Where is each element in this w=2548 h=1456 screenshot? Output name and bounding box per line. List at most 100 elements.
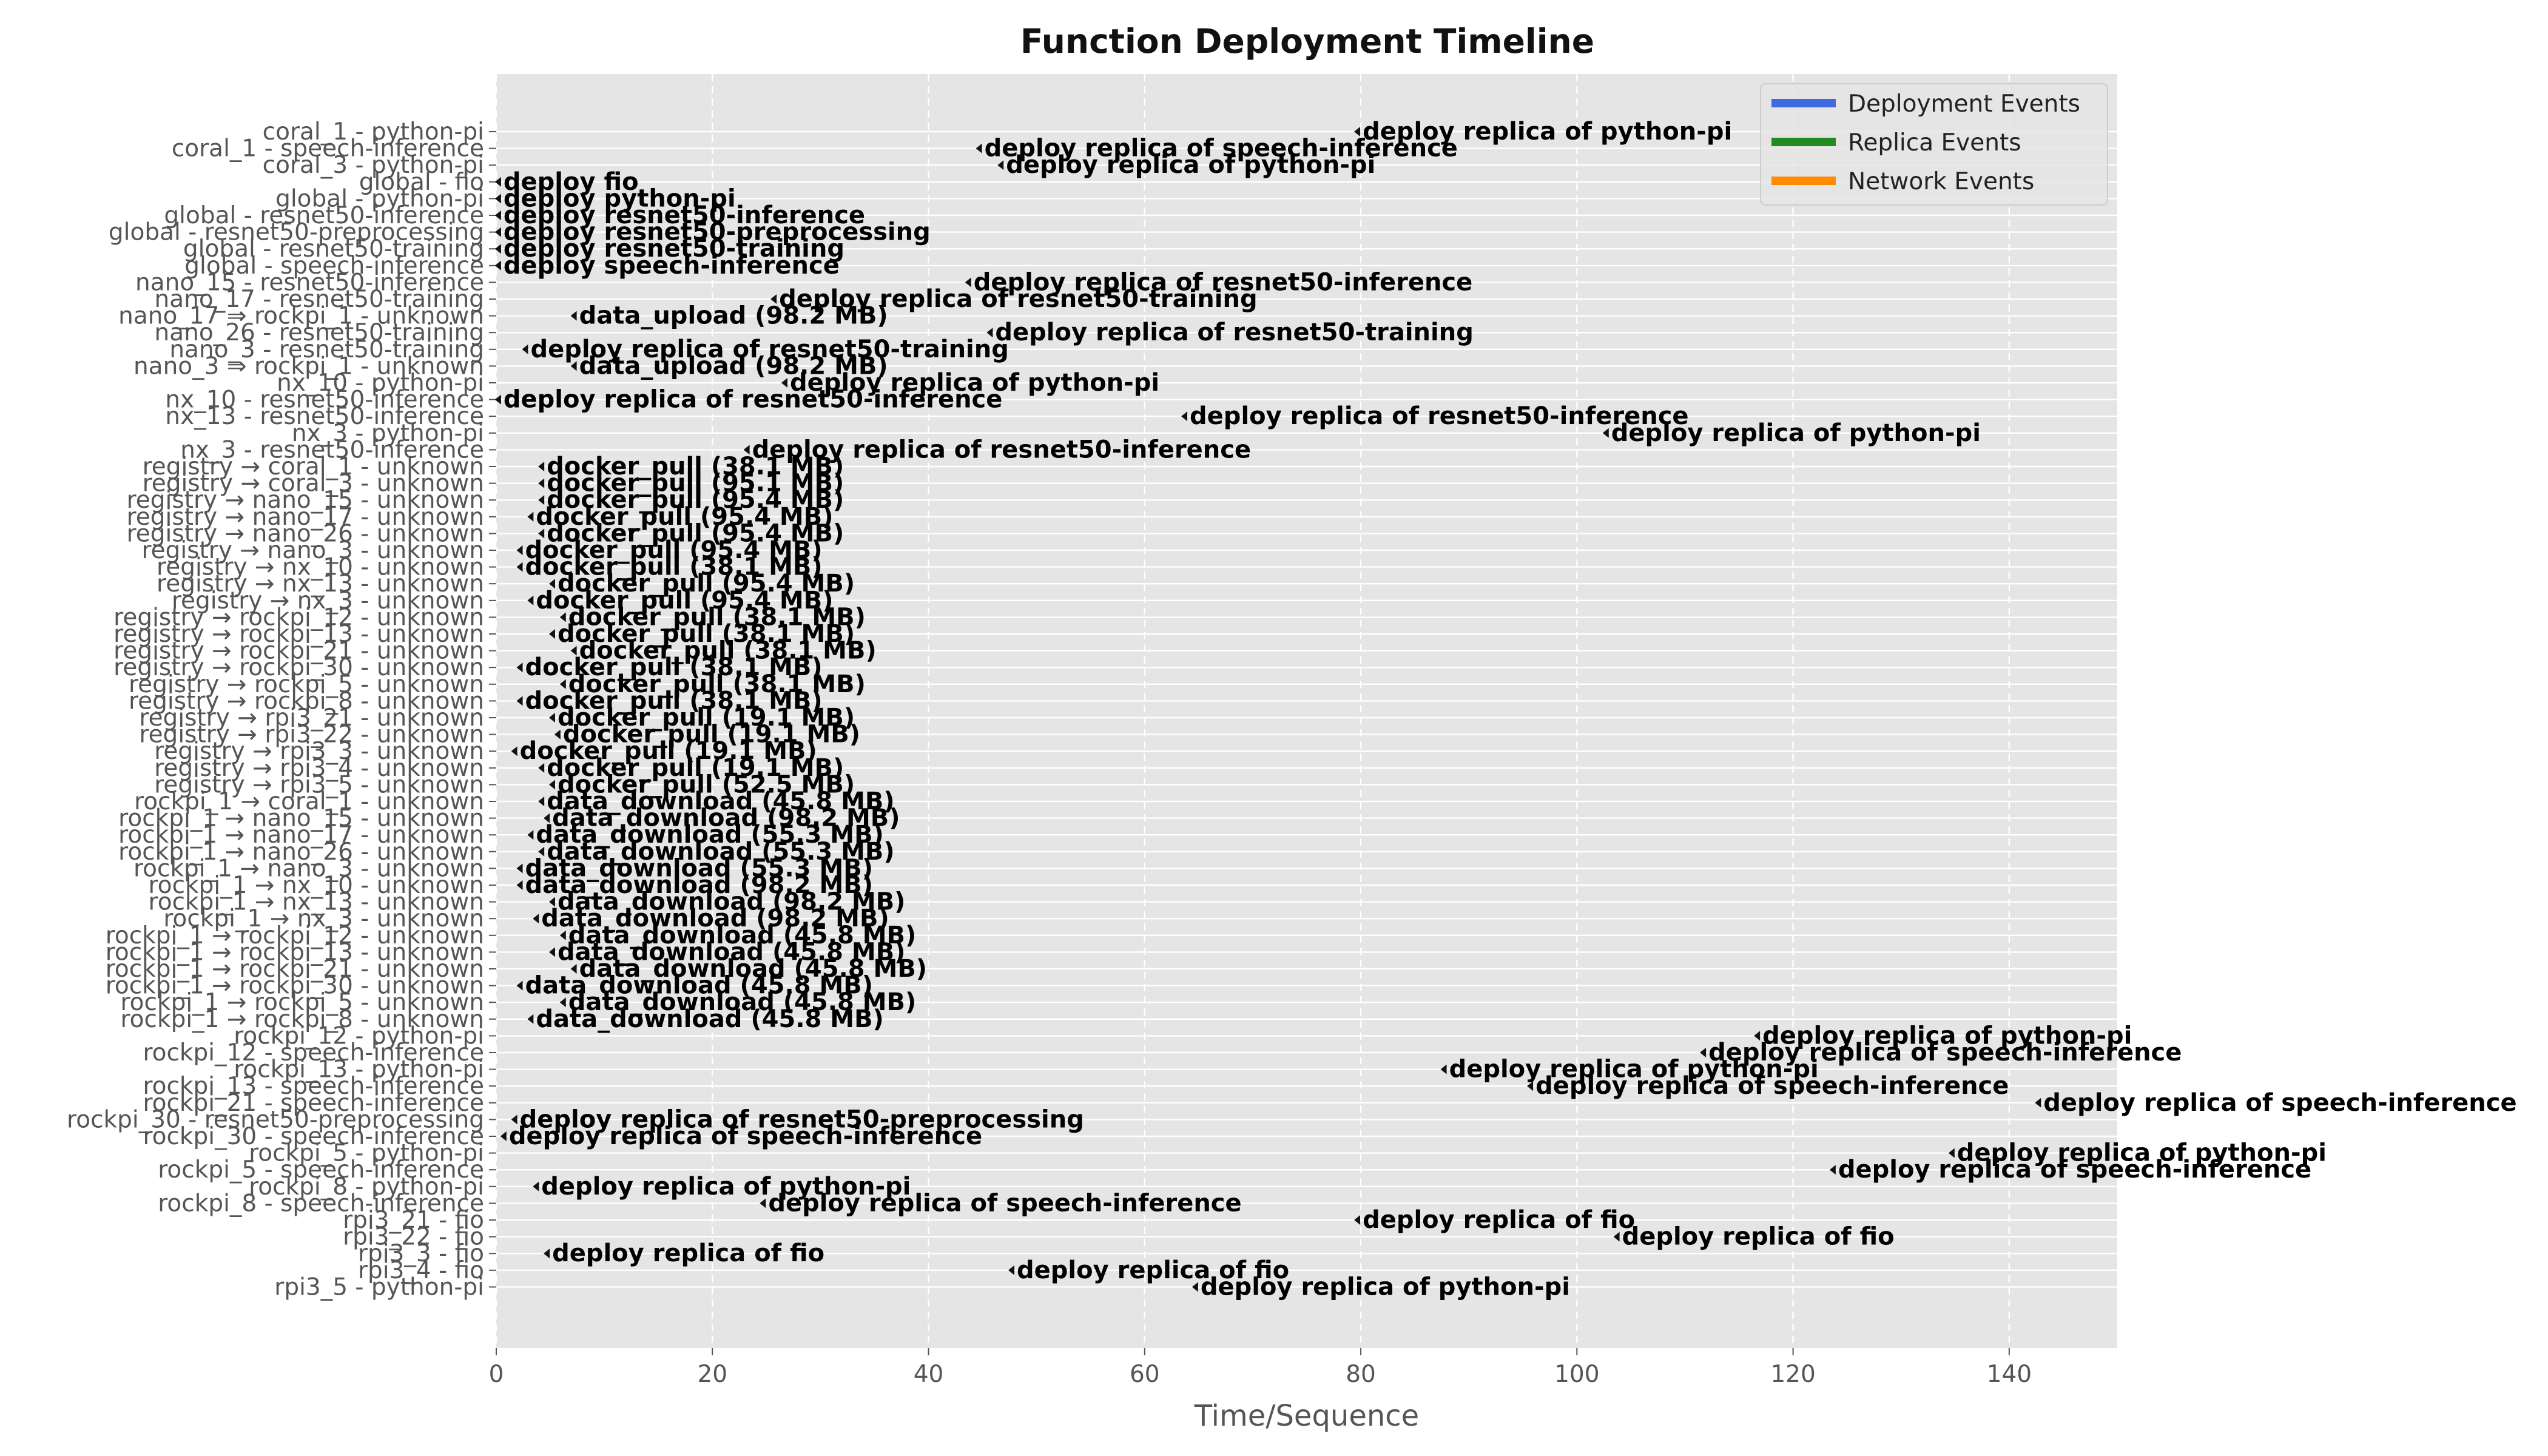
y-tick-label: registry → rockpi_8 - unknown [129,687,484,715]
event-marker [781,378,787,388]
event-label: data_download (45.8 MB) [525,972,874,1000]
event-label: deploy replica of python-pi [1762,1022,2132,1050]
y-tick-label: rockpi_1 → rockpi_21 - unknown [106,956,484,983]
x-tick-label: 80 [1346,1361,1376,1388]
event-label: docker_pull (95.4 MB) [536,587,833,615]
y-tick-label: registry → rpi3_3 - unknown [154,738,484,765]
y-tick-label: rockpi_1 → nx_10 - unknown [149,872,484,899]
event-marker [760,1198,766,1208]
event-label: docker_pull (95.1 MB) [547,470,844,497]
event-marker [494,211,501,220]
y-tick-label: rockpi_13 - python-pi [234,1056,484,1084]
event-label: deploy replica of python-pi [1957,1139,2327,1167]
event-marker [548,947,555,957]
x-tick-label: 40 [914,1361,944,1388]
event-marker [770,294,777,304]
y-tick-label: registry → rockpi_13 - unknown [113,621,484,648]
y-tick-label: rockpi_1 → nano_15 - unknown [118,805,484,832]
chart-title: Function Deployment Timeline [1020,22,1594,61]
event-label: docker_pull (38.1 MB) [558,620,855,648]
y-tick-label: rockpi_12 - speech-inference [143,1039,484,1067]
event-label: deploy replica of speech-inference [1708,1039,2182,1067]
event-label: data_download (45.8 MB) [547,787,894,815]
y-tick-label: coral_1 - speech-inference [172,135,484,163]
event-label: deploy replica of fio [1017,1256,1289,1284]
y-tick-label: rockpi_1 → rockpi_5 - unknown [121,989,485,1016]
y-tick-label: rockpi_1 → rockpi_12 - unknown [106,922,484,949]
event-label: deploy replica of fio [1622,1223,1895,1251]
event-label: data_download (55.3 MB) [547,838,894,866]
event-marker [2035,1097,2041,1108]
event-marker [1008,1265,1015,1275]
event-label: deploy replica of python-pi [541,1173,911,1201]
event-marker [1191,1282,1198,1292]
event-marker [1948,1148,1955,1158]
event-marker [516,545,523,555]
event-marker [516,696,523,706]
y-tick-label: coral_3 - python-pi [263,152,484,179]
y-tick-label: rockpi_5 - speech-inference [158,1156,484,1184]
y-tick-label: registry → rpi3_5 - unknown [154,771,484,798]
y-tick-label: rockpi_1 → nx_13 - unknown [149,889,484,916]
y-tick-label: nano_17 ⇒ rockpi_1 - unknown [118,303,484,330]
legend-label: Replica Events [1848,129,2021,157]
y-tick-label: registry → rpi3_22 - unknown [139,721,484,749]
event-marker [516,863,523,874]
y-tick-label: nx_13 - resnet50-inference [165,403,484,430]
y-tick-label: registry → nano_15 - unknown [127,487,484,514]
event-marker [559,997,566,1008]
event-label: data_download (45.8 MB) [536,1005,884,1033]
event-marker [538,478,545,488]
y-tick-label: rpi3_3 - fio [358,1240,484,1267]
x-tick-label: 20 [697,1361,727,1388]
y-tick-label: rpi3_22 - fio [343,1224,484,1251]
event-label: deploy replica of python-pi [1363,118,1732,146]
event-label: docker_pull (95.4 MB) [525,536,823,564]
event-label: docker_pull (38.1 MB) [568,603,866,631]
event-label: deploy resnet50-inference [504,201,865,229]
y-tick-label: rpi3_21 - fio [343,1207,484,1234]
event-marker [570,964,577,974]
event-marker [570,311,577,321]
event-label: docker_pull (38.1 MB) [525,653,823,681]
event-label: deploy replica of resnet50-training [530,335,1008,363]
y-tick-label: rockpi_1 → rockpi_13 - unknown [106,939,484,966]
y-tick-label: nano_3 - resnet50-training [169,336,484,363]
y-tick-label: rockpi_30 - resnet50-preprocessing [67,1106,484,1133]
event-marker [548,713,555,723]
event-marker [538,462,545,471]
y-tick-label: registry → nx_3 - unknown [172,587,484,615]
event-marker [538,495,545,505]
event-label: deploy resnet50-preprocessing [504,218,931,246]
event-marker [570,645,577,656]
event-marker [997,160,1004,170]
event-label: data_upload (98.2 MB) [579,302,888,330]
event-label: docker_pull (38.1 MB) [525,687,823,715]
event-label: data_download (98.2 MB) [541,905,889,932]
y-tick-label: global - resnet50-preprocessing [109,219,484,246]
event-label: docker_pull (38.1 MB) [547,453,844,480]
event-marker [554,729,561,740]
y-tick-label: global - resnet50-training [183,235,484,263]
y-tick-label: rockpi_30 - speech-inference [143,1123,484,1150]
legend-label: Deployment Events [1848,90,2080,118]
event-marker [527,595,534,605]
x-tick-label: 60 [1130,1361,1160,1388]
y-tick-label: rockpi_1 → coral_1 - unknown [134,788,484,815]
event-marker [559,612,566,622]
event-label: docker_pull (19.1 MB) [520,737,817,765]
y-tick-label: registry → rockpi_21 - unknown [113,638,484,665]
event-marker [516,662,523,673]
event-marker [494,244,501,254]
event-marker [544,813,550,823]
event-label: deploy replica of fio [1363,1206,1635,1234]
y-tick-label: nx_3 - resnet50-inference [180,436,484,463]
event-label: data_download (55.3 MB) [536,821,884,849]
event-marker [494,260,501,271]
event-marker [516,980,523,991]
y-tick-label: registry → rpi3_4 - unknown [154,755,484,782]
y-tick-label: rockpi_1 → nano_26 - unknown [118,838,484,866]
event-label: docker_pull (95.4 MB) [547,519,844,547]
event-marker [548,579,555,589]
